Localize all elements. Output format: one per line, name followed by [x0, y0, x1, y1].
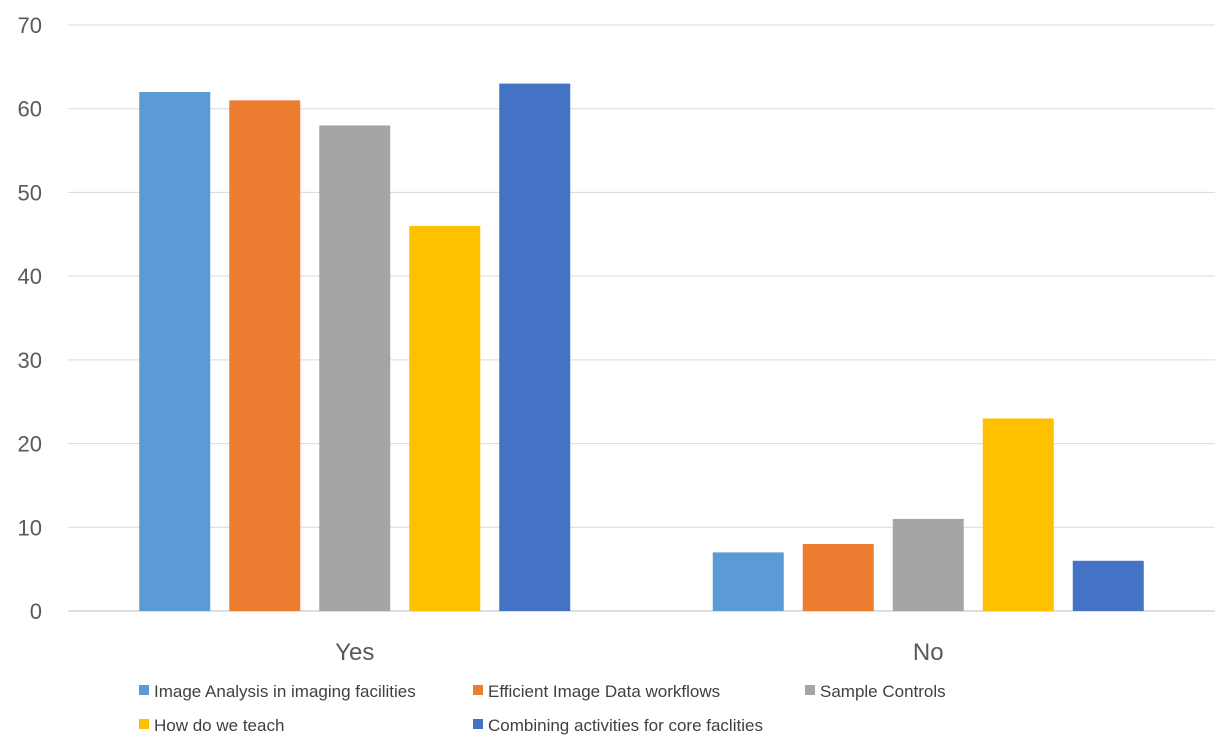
legend-label: Efficient Image Data workflows: [488, 682, 720, 701]
bar-no-series-2: [802, 544, 874, 611]
bars: [139, 83, 1144, 612]
bar-yes-series-5: [499, 83, 571, 612]
x-axis: Yes No: [335, 639, 943, 666]
legend-swatch: [139, 685, 149, 695]
legend-swatch: [805, 685, 815, 695]
legend-swatch: [139, 719, 149, 729]
y-tick-label: 70: [18, 13, 42, 38]
x-tick-label: Yes: [335, 639, 374, 666]
y-tick-label: 60: [18, 97, 42, 122]
y-tick-label: 40: [18, 264, 42, 289]
bar-yes-series-4: [409, 225, 481, 611]
legend-swatch: [473, 685, 483, 695]
legend-label: How do we teach: [154, 716, 284, 735]
legend-label: Image Analysis in imaging facilities: [154, 682, 416, 701]
bar-yes-series-1: [139, 91, 211, 611]
legend-label: Sample Controls: [820, 682, 946, 701]
y-tick-label: 0: [30, 599, 42, 624]
y-tick-label: 20: [18, 432, 42, 457]
y-tick-label: 10: [18, 515, 42, 540]
legend-swatch: [473, 719, 483, 729]
bar-no-series-1: [712, 552, 784, 611]
legend-label: Combining activities for core faclities: [488, 716, 763, 735]
legend: Image Analysis in imaging facilities Effi…: [139, 682, 946, 735]
bar-yes-series-2: [229, 100, 301, 611]
y-tick-label: 50: [18, 180, 42, 205]
bar-no-series-5: [1072, 560, 1144, 611]
y-axis: 0 10 20 30 40 50 60 70: [18, 13, 42, 624]
bar-no-series-3: [892, 518, 964, 611]
bar-yes-series-3: [319, 125, 391, 611]
y-tick-label: 30: [18, 348, 42, 373]
x-tick-label: No: [913, 639, 944, 666]
bar-no-series-4: [982, 418, 1054, 611]
